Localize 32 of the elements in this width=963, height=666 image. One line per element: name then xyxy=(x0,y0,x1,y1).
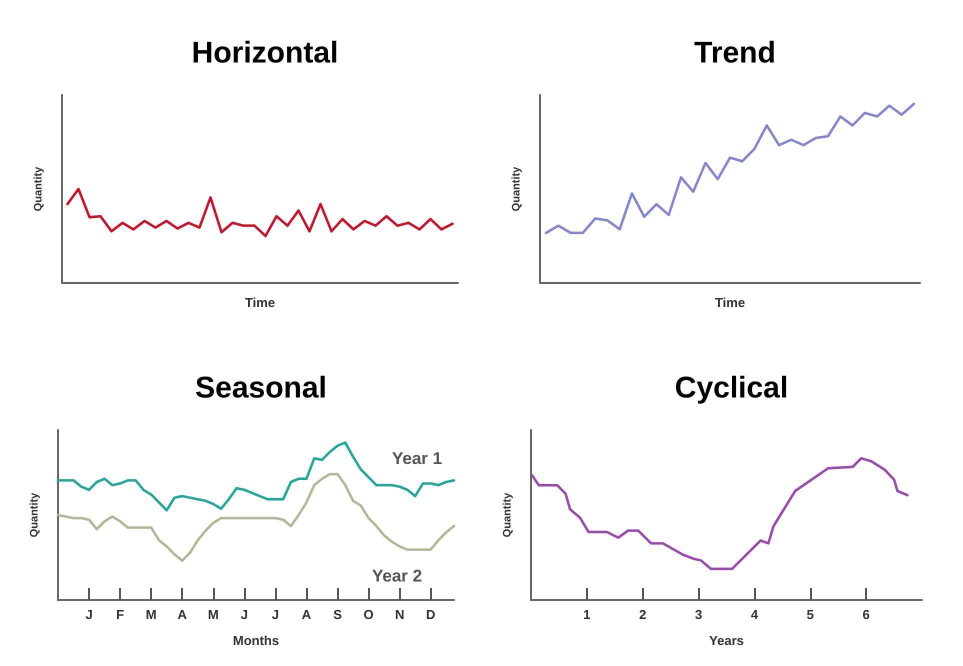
chart-title: Seasonal xyxy=(195,372,327,404)
x-tick-label: A xyxy=(178,607,188,622)
x-tick-label: F xyxy=(116,607,124,622)
x-axis-title: Time xyxy=(244,294,276,310)
x-tick-label: S xyxy=(333,607,342,622)
x-axis-title: Time xyxy=(714,294,746,310)
x-axis-title: Years xyxy=(709,633,744,648)
x-tick-label: M xyxy=(146,607,157,622)
series-label: Year 2 xyxy=(372,566,422,586)
x-tick-label: 3 xyxy=(694,607,702,622)
chart-title: Horizontal xyxy=(192,36,338,70)
x-tick-label: 5 xyxy=(806,607,814,622)
x-tick-label: N xyxy=(394,607,404,622)
x-tick-label: 2 xyxy=(639,607,646,622)
x-tick-label: J xyxy=(240,607,248,622)
x-tick-label: J xyxy=(85,607,93,622)
x-axis-title: Months xyxy=(232,633,280,648)
x-tick-label: D xyxy=(426,607,436,622)
x-tick-label: J xyxy=(272,607,280,622)
x-tick-label: 4 xyxy=(750,607,759,622)
chart-title: Cyclical xyxy=(674,372,788,404)
x-tick-label: 1 xyxy=(583,607,590,622)
x-tick-label: 6 xyxy=(862,607,870,622)
x-tick-label: O xyxy=(364,607,374,622)
chart-title: Trend xyxy=(694,36,776,70)
y-axis-title: Quantity xyxy=(510,166,522,212)
x-tick-label: A xyxy=(302,607,312,622)
y-axis-title: Quantity xyxy=(28,492,40,538)
y-axis-title: Quantity xyxy=(32,166,44,212)
y-axis-title: Quantity xyxy=(502,492,514,538)
series-label: Year 1 xyxy=(392,448,442,468)
x-tick-label: M xyxy=(208,607,219,622)
